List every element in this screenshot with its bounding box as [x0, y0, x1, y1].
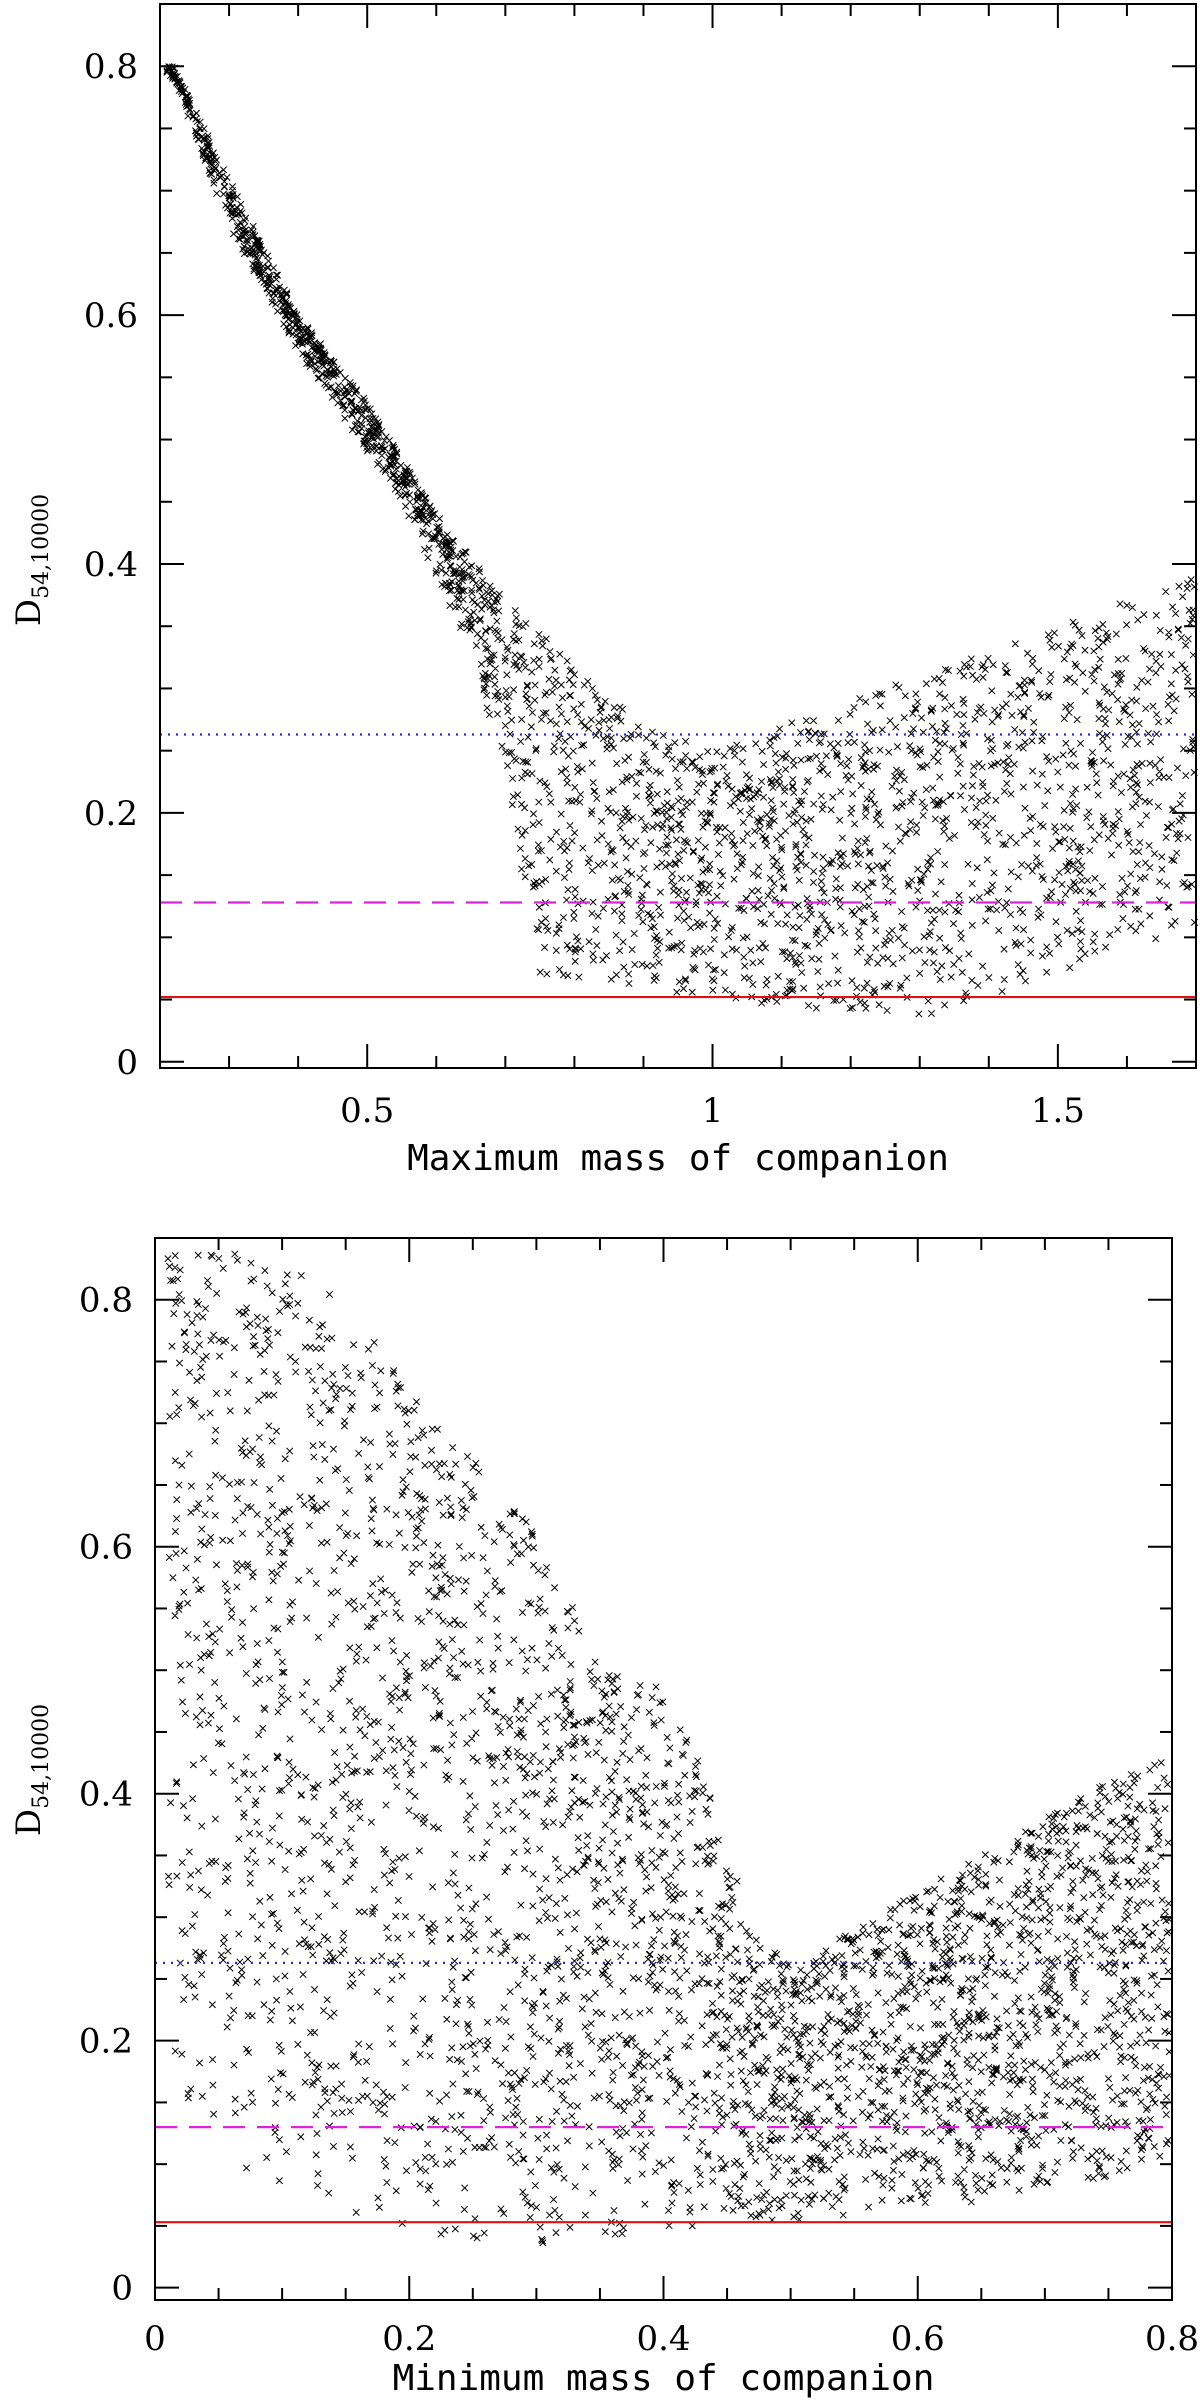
plot-frame: [154, 1237, 1173, 2301]
bottom-panel-min-mass: 0 0.2 0.4 0.6 0.8 0 0.2 0.4 0.6 0.8 Minimum mass o…: [9, 1237, 1199, 2399]
scatter-points: [163, 63, 1199, 1018]
axis-ticks: [154, 1237, 1173, 2300]
x-axis-title: Maximum mass of companion: [407, 1138, 949, 1179]
y-tick-label: 0.6: [84, 296, 138, 336]
x-tick-label: 0.2: [382, 2319, 436, 2359]
top-panel-max-mass: 0.5 1 1.5 0 0.2 0.4 0.6 0.8 Maximum mass of comp…: [9, 3, 1199, 1179]
y-tick-label: 0: [116, 1043, 138, 1083]
axis-ticks: [159, 3, 1197, 1068]
scatter-point-marks: [163, 63, 1199, 1018]
x-tick-label: 1.5: [1031, 1091, 1085, 1131]
y-tick-label: 0.2: [79, 2022, 133, 2062]
x-tick-label: 0.4: [636, 2319, 690, 2359]
y-tick-label: 0.8: [79, 1281, 133, 1321]
y-tick-label: 0: [111, 2269, 133, 2309]
y-axis-title: D54,10000: [9, 1704, 54, 1836]
y-tick-label: 0.4: [84, 545, 138, 585]
x-tick-label: 0.5: [340, 1091, 394, 1131]
x-tick-label: 0.6: [891, 2319, 945, 2359]
x-tick-label: 0: [144, 2319, 166, 2359]
scatter-point-marks: [164, 1250, 1173, 2247]
scatter-points: [164, 1250, 1173, 2247]
y-tick-label: 0.6: [79, 1528, 133, 1568]
x-tick-label: 0.8: [1145, 2319, 1199, 2359]
y-tick-label: 0.2: [84, 794, 138, 834]
plot-frame: [159, 3, 1197, 1069]
x-axis-title: Minimum mass of companion: [393, 2358, 935, 2399]
y-tick-label: 0.8: [84, 47, 138, 87]
x-tick-label: 1: [702, 1091, 724, 1131]
y-tick-label: 0.4: [79, 1775, 133, 1815]
y-axis-title: D54,10000: [9, 494, 54, 626]
